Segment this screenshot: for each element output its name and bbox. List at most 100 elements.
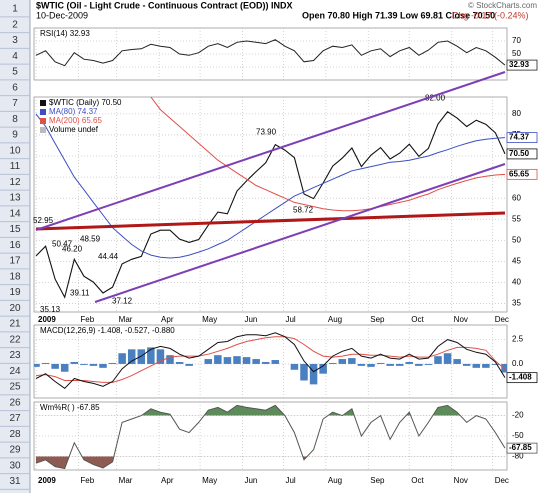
row-number: 31 — [9, 476, 21, 487]
row-number: 10 — [9, 145, 21, 156]
series-line — [35, 332, 506, 389]
row-number: 11 — [10, 161, 21, 172]
end-label: 74.37 — [509, 133, 530, 142]
row-number: 15 — [9, 224, 21, 235]
x-tick-label: May — [202, 476, 217, 485]
price-annotation: 52.95 — [33, 216, 54, 225]
histogram-bar — [80, 363, 88, 365]
y-tick-label: 55 — [512, 214, 521, 223]
histogram-bar — [185, 363, 193, 366]
series-group — [35, 404, 506, 470]
x-tick-label: Feb — [80, 315, 94, 324]
end-label-box — [506, 132, 538, 143]
price-annotation: 39.11 — [70, 288, 90, 297]
histogram-bar — [424, 363, 433, 365]
histogram-bar — [271, 360, 280, 364]
series-group — [34, 332, 507, 389]
price-annotation: 82.00 — [425, 94, 446, 103]
y-tick-label: -50 — [512, 431, 524, 440]
x-tick-label: May — [202, 315, 217, 324]
histogram-bar — [166, 355, 174, 364]
x-tick-label: Aug — [328, 476, 342, 485]
x-tick-label: Jul — [285, 476, 295, 485]
row-number: 5 — [12, 67, 18, 78]
end-label: -1.408 — [509, 373, 532, 382]
price-annotation: 37.12 — [112, 297, 133, 306]
y-tick-label: 60 — [512, 193, 521, 202]
x-tick-label: Aug — [328, 315, 342, 324]
histogram-bar — [252, 359, 260, 364]
x-tick-label: Nov — [454, 315, 468, 324]
histogram-bar — [348, 358, 356, 364]
end-label: 65.65 — [509, 169, 530, 178]
y-tick-label: 80 — [512, 109, 521, 118]
row-number: 29 — [9, 445, 21, 456]
price-annotation: 50.47 — [52, 239, 73, 248]
x-tick-label: Apr — [161, 476, 174, 485]
histogram-bar — [214, 355, 222, 364]
x-tick-label: Feb — [80, 476, 94, 485]
histogram-bar — [99, 363, 107, 368]
legend-entry: $WTIC (Daily) 70.50 — [49, 98, 122, 107]
row-number: 26 — [9, 397, 21, 408]
row-number: 13 — [9, 193, 21, 204]
histogram-bar — [300, 363, 308, 381]
histogram-bar — [443, 353, 452, 364]
legend-entry: MA(200) 65.65 — [49, 116, 102, 125]
histogram-bar — [415, 363, 423, 366]
x-tick-label: Nov — [454, 476, 468, 485]
histogram-bar — [405, 361, 414, 364]
row-number: 22 — [9, 334, 21, 345]
histogram-bar — [434, 356, 442, 364]
row-number: 30 — [9, 460, 21, 471]
series-line — [35, 404, 506, 470]
row-number: 28 — [9, 429, 21, 440]
chart-date: 10-Dec-2009 — [36, 10, 88, 20]
histogram-bar — [51, 363, 59, 369]
end-label-box — [506, 148, 538, 160]
histogram-bar — [89, 363, 98, 366]
row-number: 14 — [9, 208, 21, 219]
channel-lower — [94, 163, 506, 303]
x-tick-label: Sep — [370, 315, 385, 324]
end-label-box — [506, 442, 538, 454]
x-tick-label: Mar — [119, 315, 133, 324]
row-number: 2 — [12, 19, 18, 30]
chart-title: $WTIC (Oil - Light Crude - Continuous Co… — [36, 0, 292, 10]
y-tick-label: 50 — [512, 235, 521, 244]
support-line — [35, 211, 506, 231]
histogram-bar — [223, 357, 232, 364]
legend-entry: MA(80) 74.37 — [49, 107, 98, 116]
price-annotation: 46.20 — [62, 244, 83, 253]
row-number: 6 — [12, 82, 18, 93]
histogram-bar — [386, 363, 394, 366]
y-tick-label: 50 — [512, 49, 521, 58]
histogram-bar — [147, 347, 155, 364]
row-number: 8 — [12, 114, 18, 125]
x-tick-label: Oct — [411, 315, 424, 324]
channel-upper — [35, 71, 506, 231]
histogram-bar — [70, 361, 79, 364]
price-annotation: 44.44 — [98, 252, 119, 261]
x-tick-label: Dec — [495, 476, 509, 485]
row-number: 1 — [12, 4, 18, 15]
end-label-box — [506, 59, 538, 71]
high-band-fill — [36, 405, 505, 416]
histogram-bar — [462, 363, 471, 366]
x-tick-label: Dec — [495, 315, 509, 324]
histogram-bar — [453, 359, 461, 364]
histogram-bar — [376, 362, 385, 364]
legend-entry: Volume undef — [49, 125, 99, 134]
series-line — [150, 97, 506, 212]
price-annotation: 73.90 — [256, 128, 277, 137]
price-annotation: 48.59 — [80, 234, 101, 243]
y-tick-label: 35 — [512, 299, 521, 308]
legend: Wm%R( ) -67.85 — [40, 403, 100, 412]
quote: Open 70.80 High 71.39 Low 69.81 Close 70… — [302, 10, 495, 20]
row-number: 16 — [9, 240, 21, 251]
row-number: 12 — [9, 177, 21, 188]
row-number: 18 — [9, 271, 21, 282]
row-number: 25 — [9, 382, 21, 393]
histogram-bar — [60, 363, 69, 372]
